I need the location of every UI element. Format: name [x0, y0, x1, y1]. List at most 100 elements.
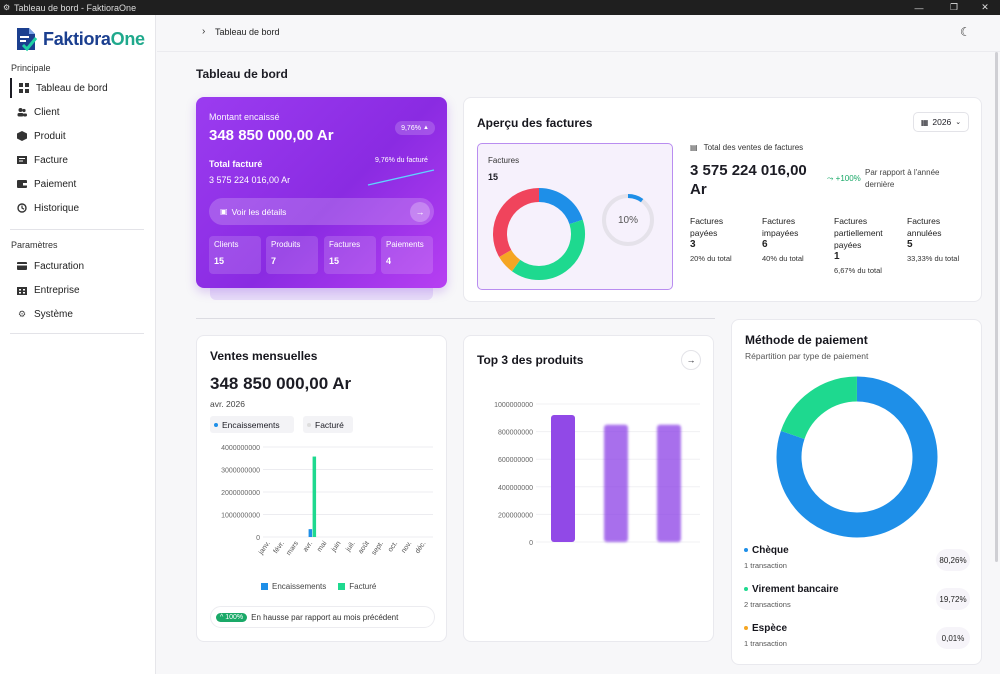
product-bar-0 — [551, 415, 575, 542]
bar-Facturé-avr. — [312, 456, 317, 537]
growth-note: Par rapport à l'année dernière — [865, 168, 940, 189]
card-shadow — [210, 286, 433, 300]
sidebar-item-paiement[interactable]: Paiement — [10, 174, 144, 194]
sidebar-item-label: Facturation — [34, 260, 85, 272]
payment-item-virement: Virement bancaire 2 transactions 19,72% — [744, 584, 970, 610]
x-tick-label: juil. — [344, 540, 356, 553]
billed-percentage: 9,76% du facturé — [375, 157, 428, 164]
stat-cancelled: Factures annulées 5 33,33% du total — [907, 216, 960, 263]
monthly-bar-chart: 0 1000000000 2000000000 3000000000 400000000… — [221, 445, 433, 557]
sidebar-item-facturation[interactable]: Facturation — [10, 256, 144, 276]
y-tick-label: 400000000 — [498, 485, 533, 492]
x-tick-label: juin — [330, 540, 343, 554]
x-tick-label: déc. — [414, 540, 427, 555]
growth-badge: 9,76% ▲ — [395, 121, 435, 135]
legend-swatch-icon — [261, 583, 268, 590]
invoice-donut-segment-1 — [511, 219, 585, 280]
app-icon: ⚙ — [3, 3, 11, 12]
stat-produits: Produits 7 — [266, 236, 318, 274]
legend-dot-icon — [744, 626, 748, 631]
payment-donut-chart — [776, 376, 938, 538]
progress-line — [367, 169, 435, 186]
calendar-icon: ▦ — [920, 117, 929, 127]
sidebar-item-label: Client — [34, 106, 60, 118]
users-icon — [17, 107, 27, 117]
box-icon — [17, 131, 27, 141]
monthly-title: Ventes mensuelles — [210, 349, 318, 363]
sidebar-item-produit[interactable]: Produit — [10, 126, 144, 146]
minimize-icon[interactable]: — — [914, 2, 924, 13]
close-icon[interactable]: ✕ — [981, 2, 989, 12]
toggle-encaissements[interactable]: Encaissements — [210, 416, 294, 433]
grid-icon — [19, 83, 29, 93]
legend-dot-icon — [307, 422, 311, 427]
details-button[interactable]: ▣ Voir les détails → — [209, 198, 434, 225]
trend-badge: ^ 100% — [216, 612, 248, 622]
y-tick-label: 0 — [529, 540, 533, 547]
monthly-value: 348 850 000,00 Ar — [210, 374, 352, 393]
stat-clients: Clients 15 — [209, 236, 261, 274]
year-select[interactable]: ▦ 2026 ⌄ — [913, 112, 969, 132]
overview-title: Aperçu des factures — [477, 116, 593, 130]
window-title: Tableau de bord - FaktioraOne — [14, 2, 137, 13]
sidebar-item-facture[interactable]: Facture — [10, 150, 144, 170]
payment-title: Méthode de paiement — [745, 333, 868, 347]
page-title: Tableau de bord — [196, 67, 288, 81]
y-tick-label: 200000000 — [498, 512, 533, 519]
payment-item-cheque: Chèque 1 transaction 80,26% — [744, 545, 970, 571]
chevron-right-icon: › — [202, 26, 206, 37]
scrollbar[interactable] — [995, 52, 998, 562]
collected-label: Montant encaissé — [209, 112, 280, 122]
donut-panel: Factures 15 10% — [477, 143, 673, 290]
restore-icon[interactable]: ❐ — [949, 2, 959, 12]
sidebar-item-label: Système — [34, 308, 73, 320]
top-products-bar-chart: 0 200000000 400000000 600000000 800000000 100… — [494, 402, 700, 547]
x-tick-label: sept. — [371, 540, 385, 556]
toggle-facture[interactable]: Facturé — [303, 416, 353, 433]
sidebar-item-historique[interactable]: Historique — [10, 198, 144, 218]
dark-mode-toggle-icon[interactable]: ☾ — [960, 25, 971, 39]
payment-item-espece: Espèce 1 transaction 0,01% — [744, 623, 970, 649]
y-tick-label: 0 — [256, 535, 260, 542]
logo-text: FaktioraOne — [43, 28, 145, 49]
sidebar-item-dashboard[interactable]: Tableau de bord — [10, 78, 144, 98]
x-tick-label: janv. — [257, 540, 272, 557]
window-titlebar: ⚙ Tableau de bord - FaktioraOne — ❐ ✕ — [0, 0, 1000, 15]
invoice-icon — [17, 155, 27, 165]
legend-dot-icon — [214, 422, 218, 427]
donut-count: 15 — [488, 172, 499, 182]
sidebar-item-entreprise[interactable]: Entreprise — [10, 280, 144, 300]
y-tick-label: 1000000000 — [494, 402, 533, 409]
x-tick-label: nov. — [400, 540, 413, 554]
sidebar-item-client[interactable]: Client — [10, 102, 144, 122]
billed-value: 3 575 224 016,00 Ar — [209, 175, 291, 185]
building-icon — [17, 285, 27, 295]
section-principal: Principale — [11, 63, 51, 73]
logo: FaktioraOne — [14, 26, 145, 52]
payment-donut-segment-0 — [776, 376, 938, 538]
trend-up-icon: ⤳ — [827, 174, 834, 183]
invoice-donut-segment-2 — [499, 249, 521, 272]
arrow-right-icon[interactable]: → — [681, 350, 701, 370]
wallet-icon — [17, 179, 27, 189]
x-tick-label: oct. — [387, 540, 399, 553]
y-tick-label: 2000000000 — [221, 490, 260, 497]
total-sales-value: 3 575 224 016,00 Ar — [690, 162, 807, 198]
sidebar: FaktioraOne Principale Tableau de bord C… — [0, 15, 156, 674]
chevron-up-icon: ▲ — [422, 125, 429, 131]
y-tick-label: 1000000000 — [221, 513, 260, 520]
gear-icon: ⚙ — [17, 309, 27, 319]
x-tick-label: mars — [285, 540, 300, 557]
sidebar-divider — [10, 229, 144, 230]
sidebar-item-label: Facture — [34, 154, 68, 166]
sidebar-item-systeme[interactable]: ⚙ Système — [10, 304, 144, 324]
chart-legend: Encaissements Facturé — [261, 582, 376, 591]
billing-icon — [17, 261, 27, 271]
sidebar-item-label: Historique — [34, 202, 80, 214]
legend-dot-icon — [744, 548, 748, 553]
breadcrumb[interactable]: Tableau de bord — [215, 27, 280, 37]
sidebar-divider — [10, 333, 144, 334]
logo-icon — [17, 28, 38, 52]
chat-icon: ▣ — [220, 207, 228, 216]
document-icon: ▤ — [690, 143, 698, 152]
